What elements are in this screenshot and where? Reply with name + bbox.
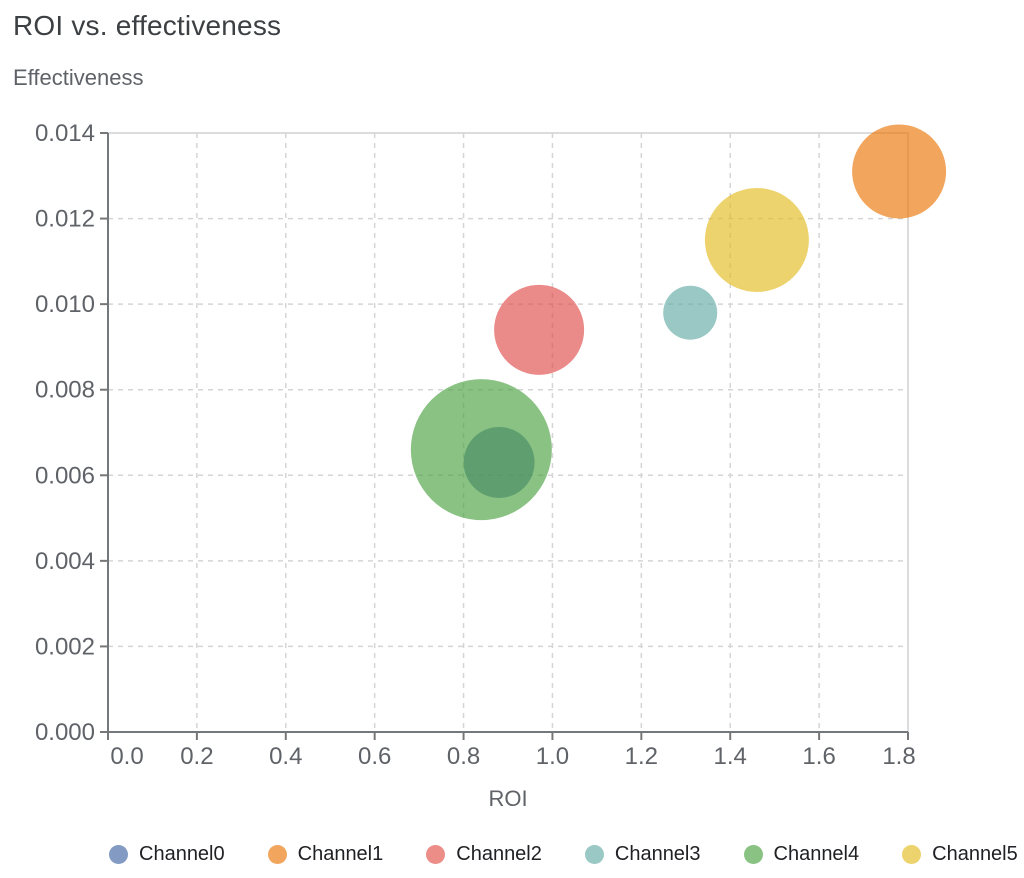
y-tick-label-0.008: 0.008 [35,377,95,404]
legend-item-channel5: Channel5 [902,843,1018,866]
y-tick-label-0.010: 0.010 [35,291,95,318]
legend: Channel0 Channel1 Channel2 Channel3 Chan… [109,843,1018,866]
bubble-channel3[interactable] [663,285,718,340]
x-tick-label-1.6: 1.6 [802,743,835,770]
x-tick-label-0.8: 0.8 [447,743,480,770]
legend-label-channel5: Channel5 [932,843,1018,865]
legend-swatch-channel3-icon [584,845,604,864]
y-tick-label-0.002: 0.002 [35,633,95,660]
bubble-channel1[interactable] [852,124,947,219]
bubble-channel4[interactable] [410,379,552,521]
legend-label-channel2: Channel2 [456,843,542,865]
y-tick-label-0.004: 0.004 [35,548,95,575]
x-tick-label-0.4: 0.4 [269,743,302,770]
legend-item-channel3: Channel3 [584,843,701,866]
x-tick-label-1.8: 1.8 [882,743,915,770]
x-tick-label-0.6: 0.6 [358,743,391,770]
x-tick-label-1.0: 1.0 [536,743,569,770]
y-tick-label-0.006: 0.006 [35,462,95,489]
x-tick-label-0.2: 0.2 [180,743,213,770]
legend-item-channel1: Channel1 [267,843,384,866]
bubble-channel2[interactable] [494,284,585,375]
x-axis-title: ROI [488,786,528,811]
legend-label-channel3: Channel3 [614,843,701,865]
legend-item-channel2: Channel2 [426,843,542,866]
legend-label-channel1: Channel1 [297,843,384,865]
x-tick-label-1.2: 1.2 [625,743,658,770]
bubble-channel5[interactable] [704,187,809,292]
legend-label-channel4: Channel4 [773,843,860,865]
legend-item-channel4: Channel4 [743,843,860,866]
legend-swatch-channel4-icon [743,845,763,864]
x-tick-label-1.4: 1.4 [714,743,747,770]
legend-swatch-channel2-icon [426,845,446,864]
y-tick-label-0.012: 0.012 [35,206,95,233]
legend-swatch-channel1-icon [267,845,287,864]
y-axis-title: Effectiveness [13,65,144,90]
legend-swatch-channel5-icon [902,845,922,864]
legend-swatch-channel0-icon [109,845,128,864]
x-tick-label-0.0: 0.0 [110,743,143,770]
plot-area: 0.0 0.2 0.4 0.6 0.8 1.0 1.2 1.4 1.6 1.8 0.000 0.002… [35,120,947,770]
y-tick-label-0.014: 0.014 [35,120,95,147]
chart-title: ROI vs. effectiveness [13,10,282,41]
y-tick-label-0.000: 0.000 [35,719,95,746]
legend-item-channel0: Channel0 [109,843,225,866]
legend-label-channel0: Channel0 [139,843,225,865]
